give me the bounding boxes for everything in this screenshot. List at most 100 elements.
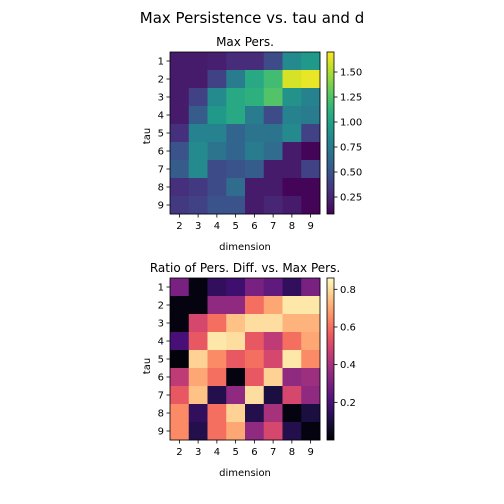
heatmap-cell <box>188 88 208 107</box>
x-tick-label: 6 <box>251 221 257 232</box>
heatmap-cell <box>188 350 208 369</box>
heatmap-cell <box>263 350 283 369</box>
heatmap-cell <box>263 106 283 125</box>
heatmap-cell <box>301 422 321 441</box>
max-pers-heatmap-x-ticks: 2 3 4 5 6 7 8 9 <box>176 214 314 232</box>
heatmap-cell <box>207 88 227 107</box>
heatmap-cell <box>170 422 190 441</box>
heatmap-cell <box>263 368 283 387</box>
heatmap-cell <box>170 350 190 369</box>
heatmap-cell <box>301 332 321 351</box>
max-pers-heatmap-ylabel: tau <box>142 128 153 144</box>
heatmap-cell <box>263 178 283 197</box>
colorbar-tick-label: 0.75 <box>340 143 362 154</box>
y-tick-label: 5 <box>158 355 164 366</box>
heatmap-cell <box>301 404 321 423</box>
heatmap-cell <box>188 106 208 125</box>
heatmap-cell <box>301 196 321 215</box>
heatmap-cell <box>188 178 208 197</box>
heatmap-cell <box>170 106 190 125</box>
heatmap-cell <box>282 332 302 351</box>
heatmap-cell <box>245 160 265 179</box>
heatmap-cell <box>245 196 265 215</box>
heatmap-cell <box>226 70 246 89</box>
colorbar-gradient <box>326 51 335 215</box>
x-tick-label: 9 <box>307 221 313 232</box>
heatmap-cell <box>170 124 190 143</box>
heatmap-cell <box>207 386 227 405</box>
x-tick-label: 6 <box>251 447 257 458</box>
heatmap-cell <box>245 70 265 89</box>
x-tick-label: 8 <box>289 221 295 232</box>
heatmap-cell <box>188 422 208 441</box>
heatmap-cell <box>282 106 302 125</box>
x-tick-label: 7 <box>270 447 276 458</box>
heatmap-cell <box>170 314 190 333</box>
heatmap-cell <box>245 350 265 369</box>
heatmap-cell <box>188 332 208 351</box>
heatmap-cell <box>207 52 227 71</box>
heatmap-cell <box>226 422 246 441</box>
x-tick-label: 3 <box>195 221 201 232</box>
y-tick-label: 2 <box>158 75 164 86</box>
heatmap-cell <box>282 178 302 197</box>
heatmap-cell <box>245 278 265 297</box>
heatmap-cell <box>245 124 265 143</box>
heatmap-cell <box>301 160 321 179</box>
x-tick-label: 4 <box>214 447 220 458</box>
heatmap-cell <box>226 196 246 215</box>
heatmap-cell <box>263 52 283 71</box>
heatmap-cell <box>301 178 321 197</box>
heatmap-cell <box>282 350 302 369</box>
heatmap-cell <box>170 296 190 315</box>
heatmap-cell <box>245 386 265 405</box>
y-tick-label: 3 <box>158 93 164 104</box>
heatmap-cell <box>226 404 246 423</box>
x-tick-label: 9 <box>307 447 313 458</box>
heatmap-cell <box>170 142 190 161</box>
heatmap-cell <box>207 196 227 215</box>
heatmap-cell <box>301 106 321 125</box>
heatmap-cell <box>282 422 302 441</box>
heatmap-cell <box>301 350 321 369</box>
heatmap-cell <box>207 142 227 161</box>
y-tick-label: 1 <box>158 283 164 294</box>
heatmap-cell <box>170 386 190 405</box>
heatmap-cell <box>282 314 302 333</box>
heatmap-cell <box>245 422 265 441</box>
x-tick-label: 2 <box>176 447 182 458</box>
y-tick-label: 1 <box>158 57 164 68</box>
heatmap-cell <box>263 70 283 89</box>
heatmap-cell <box>207 404 227 423</box>
colorbar-tick-label: 0.4 <box>340 360 356 371</box>
heatmap-cell <box>282 278 302 297</box>
colorbar-tick-label: 0.8 <box>340 285 356 296</box>
y-tick-label: 8 <box>158 409 164 420</box>
heatmap-cell <box>226 368 246 387</box>
heatmap-cell <box>207 314 227 333</box>
heatmap-cell <box>282 404 302 423</box>
heatmap-cell <box>263 196 283 215</box>
x-tick-label: 4 <box>214 221 220 232</box>
y-tick-label: 2 <box>158 301 164 312</box>
ratio-heatmap-ylabel: tau <box>142 358 153 374</box>
heatmap-cell <box>282 70 302 89</box>
heatmap-cell <box>226 52 246 71</box>
colorbar-tick-label: 0.6 <box>340 322 356 333</box>
y-tick-label: 4 <box>158 111 164 122</box>
heatmap-cell <box>226 386 246 405</box>
heatmap-cell <box>245 404 265 423</box>
heatmap-cell <box>245 368 265 387</box>
heatmap-cell <box>282 124 302 143</box>
heatmap-cell <box>282 296 302 315</box>
colorbar-tick-label: 0.2 <box>340 398 356 409</box>
heatmap-cell <box>245 52 265 71</box>
heatmap-cell <box>301 386 321 405</box>
y-tick-label: 8 <box>158 183 164 194</box>
heatmap-cell <box>188 314 208 333</box>
heatmap-cell <box>226 332 246 351</box>
heatmap-cell <box>245 88 265 107</box>
heatmap-cell <box>282 368 302 387</box>
heatmap-cell <box>245 332 265 351</box>
x-tick-label: 5 <box>232 221 238 232</box>
